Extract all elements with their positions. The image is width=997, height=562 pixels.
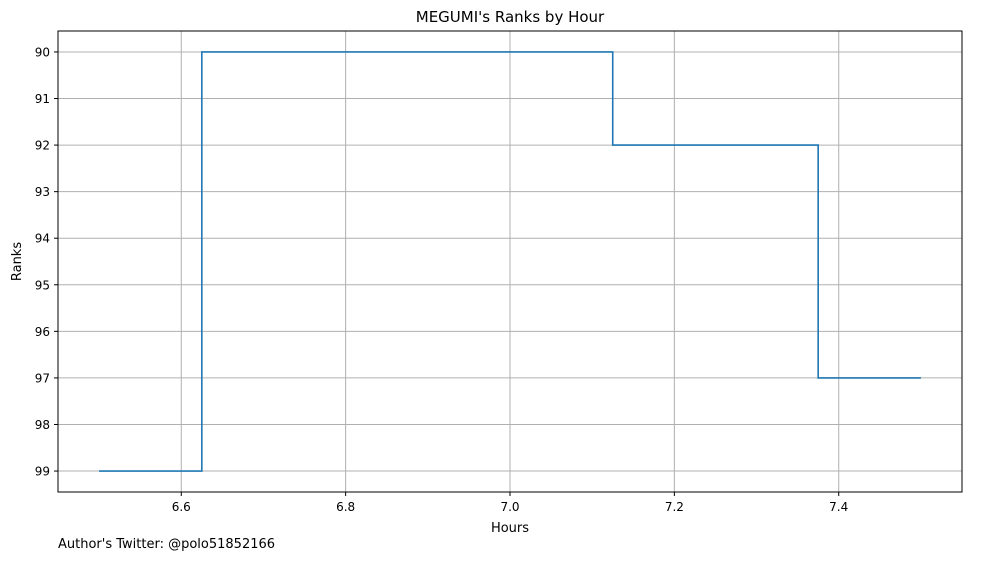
x-tick-label: 6.6	[172, 500, 191, 514]
x-tick-label: 6.8	[336, 500, 355, 514]
x-tick-label: 7.4	[829, 500, 848, 514]
y-tick-label: 94	[35, 232, 50, 246]
y-tick-label: 96	[35, 325, 50, 339]
y-tick-label: 90	[35, 45, 50, 59]
y-tick-label: 93	[35, 185, 50, 199]
y-tick-label: 95	[35, 278, 50, 292]
series-layer	[99, 51, 921, 472]
x-axis-ticks: 6.6 6.8 7.0 7.2 7.4	[172, 492, 848, 514]
y-axis-label: Ranks	[10, 242, 25, 281]
x-axis-label: Hours	[491, 521, 529, 536]
y-axis-ticks: 90 91 92 93 94 95 96 97 98 99	[35, 45, 58, 479]
y-tick-label: 97	[35, 371, 50, 385]
author-twitter-note: Author's Twitter: @polo51852166	[58, 537, 276, 552]
y-tick-label: 91	[35, 92, 50, 106]
y-tick-label: 92	[35, 139, 50, 153]
series-step-line	[99, 51, 921, 472]
y-tick-label: 99	[35, 465, 50, 479]
chart-title: MEGUMI's Ranks by Hour	[416, 8, 605, 26]
x-tick-label: 7.2	[665, 500, 684, 514]
x-tick-label: 7.0	[500, 500, 519, 514]
y-tick-label: 98	[35, 418, 50, 432]
grid-lines	[58, 31, 962, 492]
